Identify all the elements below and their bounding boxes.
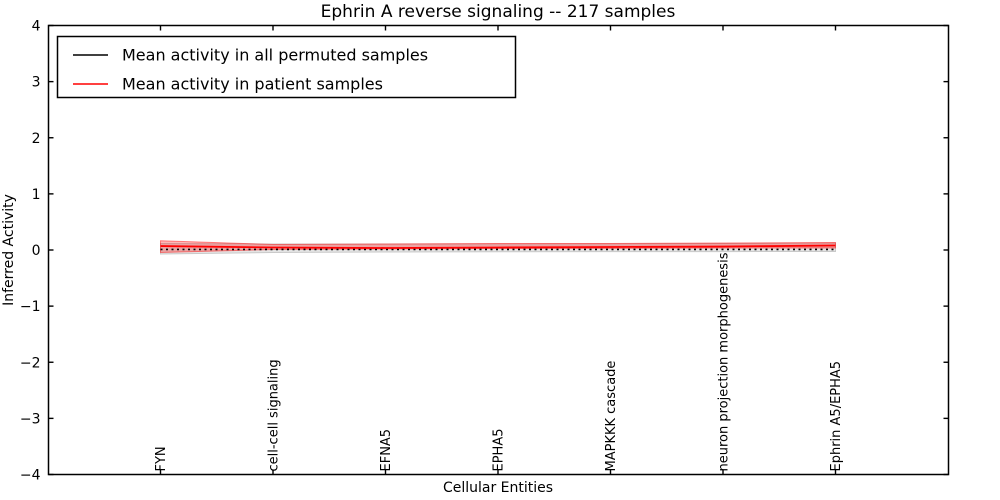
y-tick-label: 3 xyxy=(32,75,41,91)
y-tick-label: −4 xyxy=(20,468,41,484)
y-tick-label: 4 xyxy=(32,19,41,35)
ticks-layer xyxy=(48,24,949,476)
legend-label-permuted: Mean activity in all permuted samples xyxy=(122,46,428,65)
tick-labels-layer: 4 3 2 1 0 −1 −2 −3 −4 FYN cell-cell signaling EFNA5… xyxy=(20,19,844,484)
y-tick-label: −1 xyxy=(20,299,41,315)
series-line-patient xyxy=(160,244,836,249)
y-tick-label: −3 xyxy=(20,411,41,427)
legend-label-patient: Mean activity in patient samples xyxy=(122,75,383,94)
x-axis-label: Cellular Entities xyxy=(443,480,553,496)
x-category-label: EPHA5 xyxy=(492,429,507,472)
x-category-label: MAPKKK cascade xyxy=(604,361,619,472)
x-category-label: cell-cell signaling xyxy=(267,359,282,471)
x-category-label: EFNA5 xyxy=(379,429,394,472)
y-tick-label: 2 xyxy=(32,131,41,147)
chart-title: Ephrin A reverse signaling -- 217 sample… xyxy=(321,2,676,22)
x-category-label: Ephrin A5/EPHA5 xyxy=(829,361,844,472)
y-tick-label: 1 xyxy=(32,187,41,203)
legend: Mean activity in all permuted samples Me… xyxy=(56,35,517,99)
series-layer xyxy=(160,244,836,251)
y-axis-label: Inferred Activity xyxy=(1,194,17,306)
legend-box xyxy=(56,35,517,99)
y-tick-label: −2 xyxy=(20,355,41,371)
x-category-label: FYN xyxy=(154,446,169,471)
permuted-samples-range-band xyxy=(160,242,836,255)
y-tick-label: 0 xyxy=(32,243,41,259)
x-category-label: neuron projection morphogenesis xyxy=(717,252,732,471)
